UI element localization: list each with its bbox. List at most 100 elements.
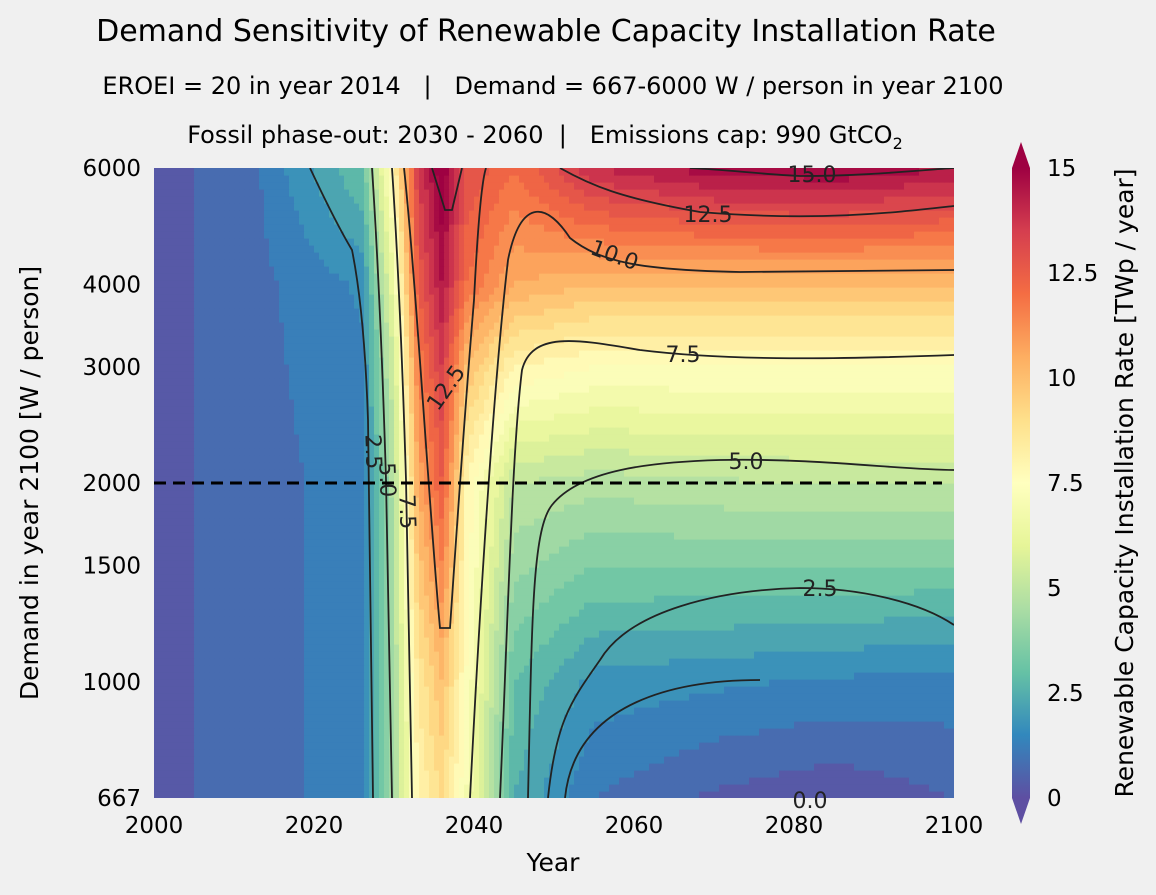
heatmap-cell <box>849 728 855 736</box>
heatmap-cell <box>709 721 715 729</box>
heatmap-cell <box>564 623 570 631</box>
heatmap-cell <box>289 728 295 736</box>
heatmap-cell <box>904 630 910 638</box>
heatmap-cell <box>949 595 954 603</box>
heatmap-cell <box>174 644 180 652</box>
heatmap-cell <box>534 742 540 750</box>
heatmap-cell <box>719 651 725 659</box>
heatmap-cell <box>394 784 400 792</box>
heatmap-cell <box>779 644 785 652</box>
heatmap-cell <box>909 616 915 624</box>
heatmap-cell <box>624 658 630 666</box>
heatmap-cell <box>209 651 215 659</box>
heatmap-cell <box>839 686 845 694</box>
heatmap-cell <box>174 784 180 792</box>
heatmap-cell <box>704 672 710 680</box>
heatmap-cell <box>194 791 200 798</box>
heatmap-cell <box>844 644 850 652</box>
heatmap-cell <box>809 602 815 610</box>
heatmap-cell <box>334 595 340 603</box>
heatmap-cell <box>809 637 815 645</box>
heatmap-cell <box>764 735 770 743</box>
heatmap-cell <box>199 693 205 701</box>
heatmap-cell <box>794 672 800 680</box>
heatmap-cell <box>479 609 485 617</box>
heatmap-cell <box>154 658 160 666</box>
heatmap-cell <box>399 686 405 694</box>
heatmap-cell <box>234 791 240 798</box>
heatmap-cell <box>769 686 775 694</box>
heatmap-cell <box>534 588 540 596</box>
heatmap-cell <box>924 658 930 666</box>
heatmap-cell <box>349 637 355 645</box>
heatmap-cell <box>699 588 705 596</box>
heatmap-cell <box>504 658 510 666</box>
heatmap-cell <box>874 609 880 617</box>
heatmap-cell <box>259 644 265 652</box>
heatmap-cell <box>389 588 395 596</box>
heatmap-cell <box>934 665 940 673</box>
heatmap-cell <box>814 777 820 785</box>
heatmap-cell <box>759 672 765 680</box>
heatmap-cell <box>259 791 265 798</box>
heatmap-cell <box>374 588 380 596</box>
heatmap-cell <box>274 721 280 729</box>
heatmap-cell <box>474 749 480 757</box>
heatmap-cell <box>334 630 340 638</box>
heatmap-cell <box>269 616 275 624</box>
heatmap-cell <box>349 728 355 736</box>
heatmap-cell <box>389 616 395 624</box>
heatmap-cell <box>534 616 540 624</box>
heatmap-cell <box>499 693 505 701</box>
heatmap-cell <box>509 630 515 638</box>
heatmap-cell <box>419 749 425 757</box>
heatmap-cell <box>749 679 755 687</box>
heatmap-cell <box>469 784 475 792</box>
heatmap-cell <box>239 581 245 589</box>
heatmap-cell <box>834 665 840 673</box>
heatmap-cell <box>384 658 390 666</box>
heatmap-cell <box>724 693 730 701</box>
heatmap-cell <box>919 784 925 792</box>
heatmap-cell <box>239 700 245 708</box>
heatmap-cell <box>429 749 435 757</box>
heatmap-cell <box>949 581 954 589</box>
heatmap-cell <box>424 784 430 792</box>
heatmap-cell <box>324 651 330 659</box>
heatmap-cell <box>819 630 825 638</box>
heatmap-cell <box>739 581 745 589</box>
heatmap-cell <box>184 728 190 736</box>
heatmap-cell <box>664 679 670 687</box>
heatmap-cell <box>874 616 880 624</box>
heatmap-cell <box>829 581 835 589</box>
heatmap-cell <box>474 595 480 603</box>
heatmap-cell <box>924 644 930 652</box>
heatmap-cell <box>394 637 400 645</box>
heatmap-cell <box>589 707 595 715</box>
heatmap-cell <box>214 609 220 617</box>
heatmap-cell <box>164 602 170 610</box>
heatmap-cell <box>344 609 350 617</box>
heatmap-cell <box>914 637 920 645</box>
heatmap-cell <box>884 651 890 659</box>
heatmap-cell <box>849 672 855 680</box>
heatmap-cell <box>879 735 885 743</box>
heatmap-cell <box>744 728 750 736</box>
heatmap-cell <box>904 658 910 666</box>
heatmap-cell <box>409 651 415 659</box>
heatmap-cell <box>529 693 535 701</box>
heatmap-cell <box>504 763 510 771</box>
heatmap-cell <box>949 700 954 708</box>
heatmap-cell <box>549 686 555 694</box>
heatmap-cell <box>199 602 205 610</box>
heatmap-cell <box>879 693 885 701</box>
heatmap-cell <box>244 700 250 708</box>
heatmap-cell <box>264 574 270 582</box>
heatmap-cell <box>729 602 735 610</box>
heatmap-cell <box>649 595 655 603</box>
heatmap-cell <box>674 588 680 596</box>
heatmap-cell <box>574 602 580 610</box>
heatmap-cell <box>614 714 620 722</box>
heatmap-cell <box>494 791 500 798</box>
heatmap-cell <box>584 588 590 596</box>
